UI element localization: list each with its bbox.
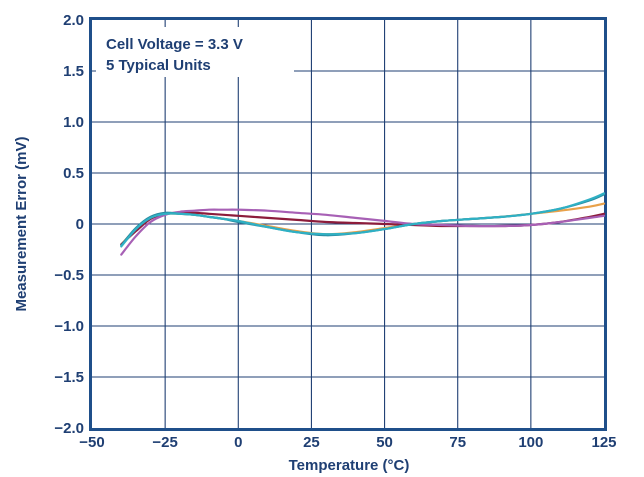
- y-tick-label: −0.5: [54, 267, 84, 284]
- series-group: [120, 192, 606, 256]
- annotation-typical-units: 5 Typical Units: [106, 57, 211, 74]
- y-axis-title: Measurement Error (mV): [13, 136, 30, 311]
- x-tick-label: 50: [376, 434, 393, 451]
- annotation-cell-voltage: Cell Voltage = 3.3 V: [106, 36, 243, 53]
- y-tick-label: 1.0: [63, 114, 84, 131]
- x-tick-label: 125: [591, 434, 616, 451]
- y-tick-label: 2.0: [63, 12, 84, 29]
- x-tick-label: −50: [79, 434, 104, 451]
- x-tick-label: 0: [234, 434, 242, 451]
- series-line-5: [120, 192, 606, 248]
- tick-labels: −50 −25 0 25 50 75 100 125 2.0 1.5 1.0 0.5 0 −0.5 −1.0…: [54, 12, 616, 451]
- x-tick-label: 100: [518, 434, 543, 451]
- y-tick-label: −1.0: [54, 318, 84, 335]
- annotation-box: [96, 27, 294, 77]
- y-tick-label: 1.5: [63, 63, 84, 80]
- x-axis-title: Temperature (°C): [289, 457, 410, 474]
- y-tick-label: 0: [76, 216, 84, 233]
- x-tick-label: −25: [152, 434, 177, 451]
- y-tick-label: −1.5: [54, 369, 84, 386]
- y-tick-label: 0.5: [63, 165, 84, 182]
- x-tick-label: 25: [303, 434, 320, 451]
- x-tick-label: 75: [449, 434, 466, 451]
- y-tick-label: −2.0: [54, 420, 84, 437]
